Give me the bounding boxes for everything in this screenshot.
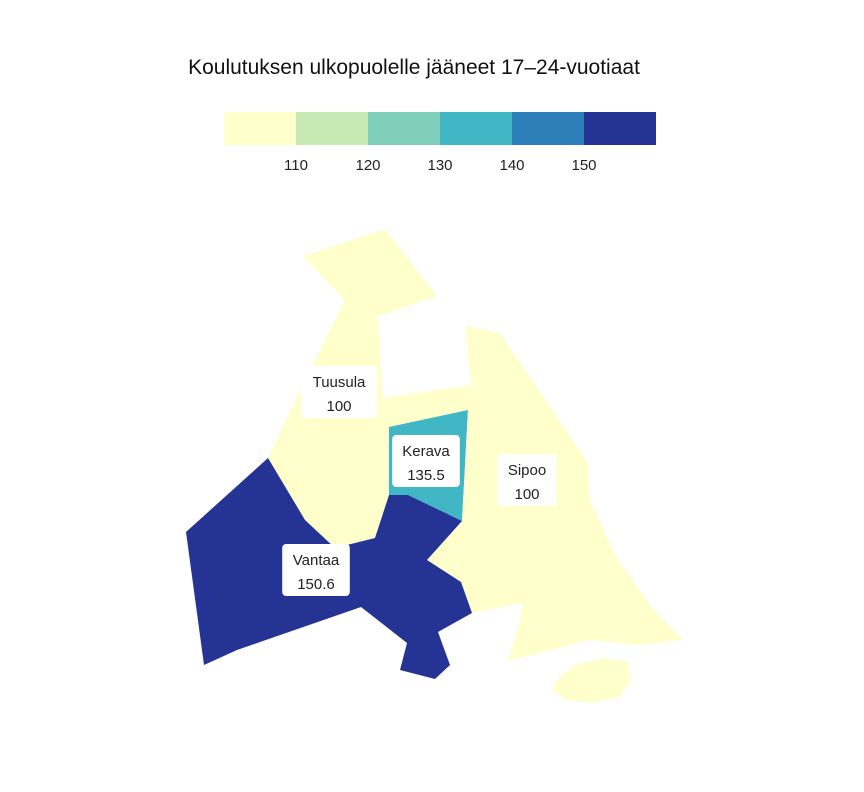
region-sipoo-island[interactable] (553, 658, 631, 703)
legend-swatch-0 (224, 112, 296, 145)
region-label-box (497, 454, 557, 506)
region-label-box (282, 544, 350, 596)
legend-swatch-5 (584, 112, 656, 145)
region-name: Tuusula (313, 374, 366, 391)
legend-tick-label: 140 (499, 157, 524, 174)
region-sipoo[interactable] (427, 326, 683, 703)
region-value: 100 (326, 398, 351, 415)
chart-title: Koulutuksen ulkopuolelle jääneet 17–24-v… (188, 56, 640, 79)
region-value: 150.6 (297, 576, 335, 593)
region-name: Sipoo (508, 462, 546, 479)
legend-tick-label: 130 (427, 157, 452, 174)
legend-swatch-3 (440, 112, 512, 145)
region-name: Kerava (402, 443, 450, 460)
region-value: 100 (514, 486, 539, 503)
region-name: Vantaa (293, 552, 340, 569)
region-label-tuusula: Tuusula 100 (300, 366, 378, 418)
legend-tick-label: 120 (355, 157, 380, 174)
legend-swatch-4 (512, 112, 584, 145)
region-label-sipoo: Sipoo 100 (497, 454, 557, 506)
color-legend: 110 120 130 140 150 (224, 112, 656, 174)
region-labels: Tuusula 100 Kerava 135.5 Sipoo 100 Vantaa 150.6 (282, 366, 557, 596)
region-label-box (300, 366, 378, 418)
region-label-vantaa: Vantaa 150.6 (282, 544, 350, 596)
legend-tick-label: 110 (284, 157, 308, 174)
region-label-box (392, 435, 460, 487)
legend-tick-label: 150 (571, 157, 596, 174)
region-label-kerava: Kerava 135.5 (392, 435, 460, 487)
legend-swatch-1 (296, 112, 368, 145)
legend-swatch-2 (368, 112, 440, 145)
region-value: 135.5 (407, 467, 445, 484)
